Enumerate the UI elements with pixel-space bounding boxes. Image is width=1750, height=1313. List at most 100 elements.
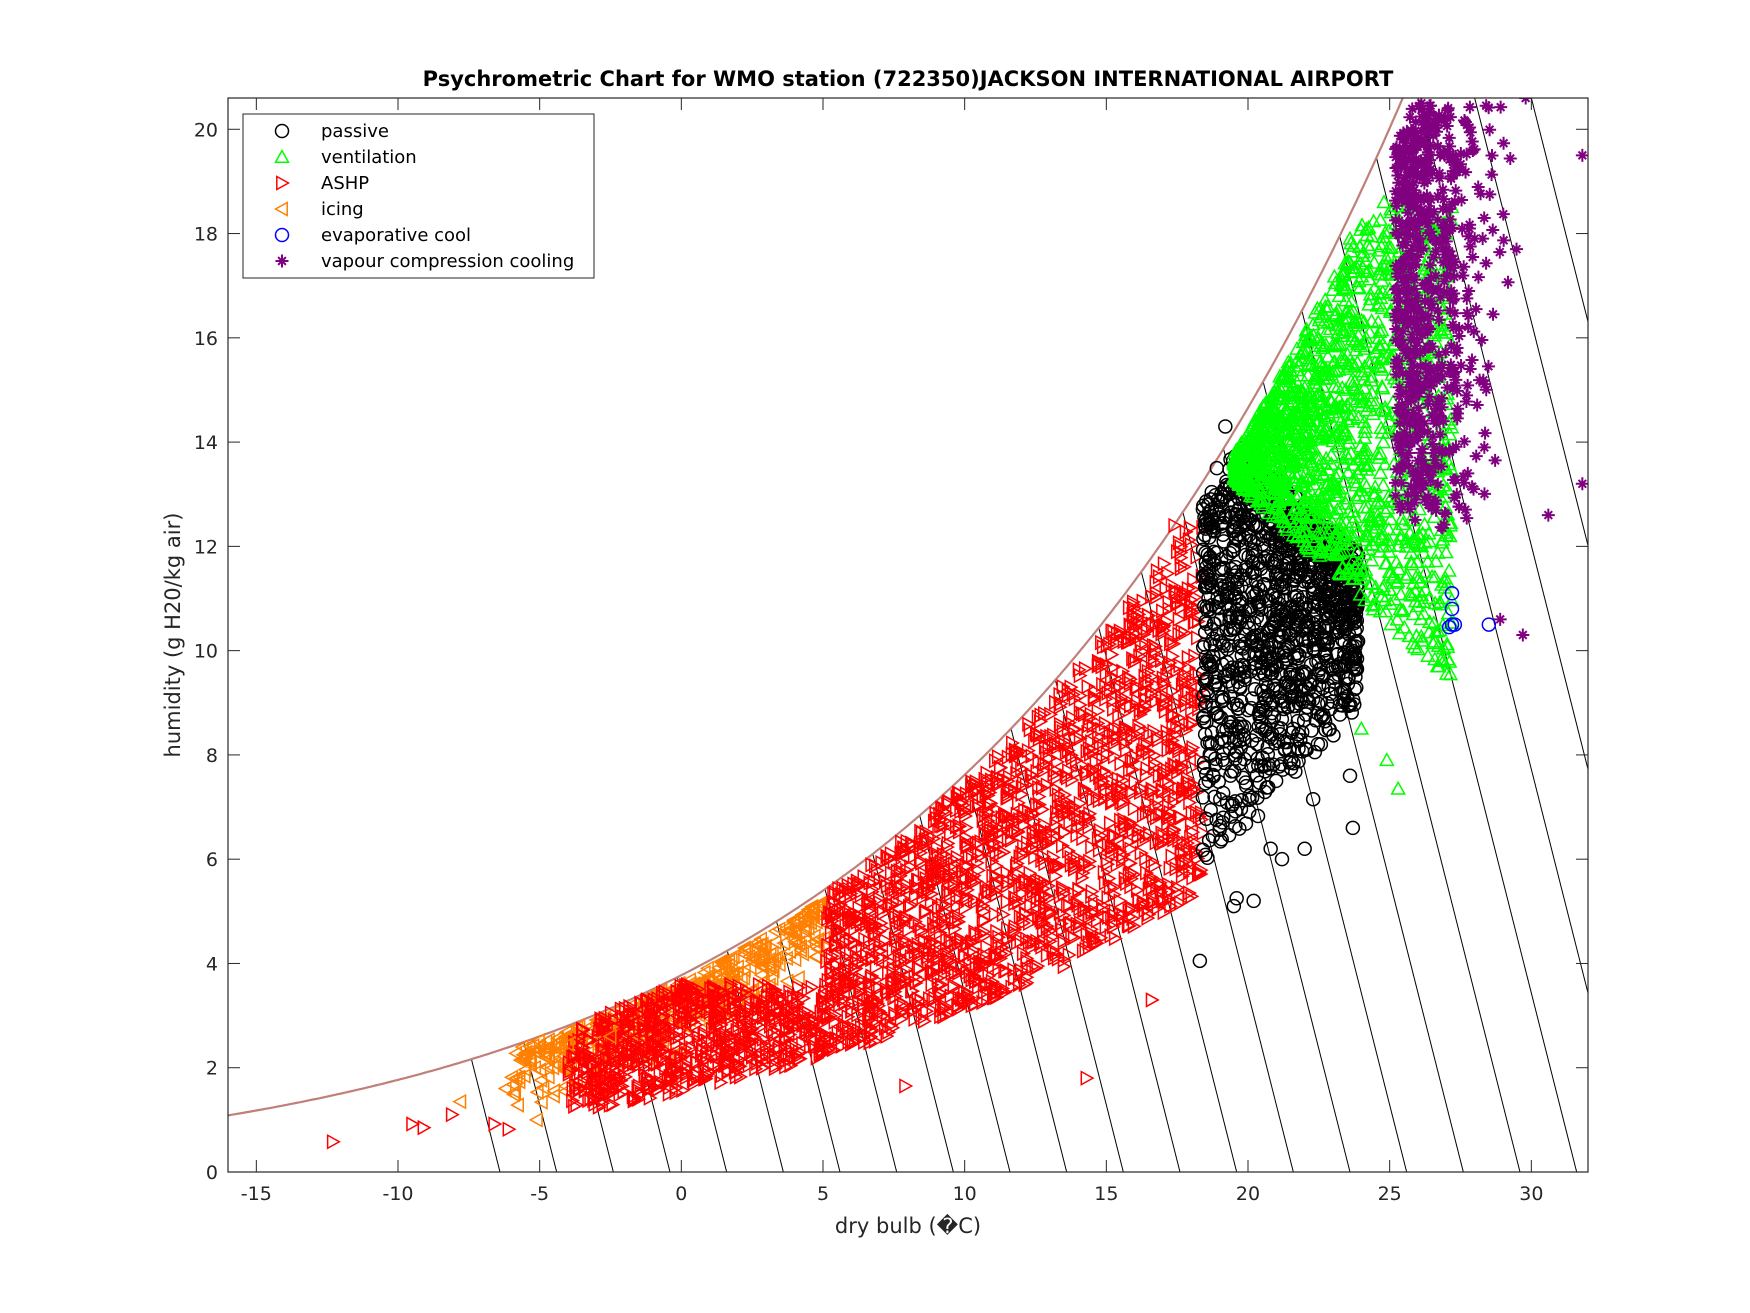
ashp-point xyxy=(959,834,974,851)
ashp-point xyxy=(884,846,899,862)
ashp-point xyxy=(1050,829,1065,846)
ashp-point xyxy=(1078,857,1093,873)
ashp-point xyxy=(942,952,957,968)
enthalpy-line xyxy=(1474,97,1588,1172)
ashp-point xyxy=(1159,692,1174,708)
ashp-point xyxy=(730,1022,745,1039)
ashp-point xyxy=(1087,742,1102,759)
ashp-point xyxy=(1028,849,1043,866)
ashp-point xyxy=(911,990,926,1007)
ashp-point xyxy=(979,952,994,969)
ashp-point xyxy=(824,961,839,977)
ashp-point xyxy=(1187,715,1202,732)
ashp-point xyxy=(1117,812,1132,828)
ashp-point xyxy=(1176,862,1191,879)
ashp-point xyxy=(972,845,987,861)
ashp-point xyxy=(945,965,960,982)
enthalpy-line xyxy=(1587,97,1588,1172)
ashp-point xyxy=(1025,748,1040,764)
ashp-point xyxy=(882,953,897,970)
ashp-point xyxy=(823,950,838,967)
ashp-point xyxy=(654,1074,669,1091)
ashp-point xyxy=(1167,698,1182,715)
ashp-point xyxy=(931,848,946,865)
ashp-point xyxy=(1183,794,1198,811)
ashp-point xyxy=(927,964,942,981)
ashp-point xyxy=(986,868,1001,884)
ashp-point xyxy=(1072,882,1087,898)
ashp-point xyxy=(679,1056,694,1072)
ashp-point xyxy=(646,1014,661,1031)
icing-point xyxy=(539,1059,554,1076)
ashp-point xyxy=(756,1031,771,1047)
ashp-point xyxy=(1022,716,1037,733)
ashp-point xyxy=(873,949,888,966)
ashp-point xyxy=(967,867,982,884)
ashp-point xyxy=(726,1000,741,1016)
ashp-point xyxy=(1184,603,1199,619)
ashp-point xyxy=(1107,701,1122,717)
ashp-point xyxy=(1166,683,1181,699)
ashp-point xyxy=(1191,866,1206,882)
ashp-point xyxy=(1078,660,1093,677)
ashp-point xyxy=(944,826,959,842)
ashp-point xyxy=(656,1041,671,1058)
ashp-point xyxy=(1191,613,1206,630)
ashp-point xyxy=(908,913,923,930)
ashp-point xyxy=(989,950,1004,966)
icing-point xyxy=(507,1084,522,1100)
ashp-point xyxy=(739,1036,754,1053)
ashp-point xyxy=(852,900,867,916)
ashp-point xyxy=(1120,875,1135,892)
ashp-point xyxy=(1184,816,1199,833)
ashp-point xyxy=(1175,856,1190,873)
ashp-point xyxy=(622,1018,637,1034)
ashp-point xyxy=(880,984,895,1001)
ashp-point xyxy=(1167,737,1182,754)
icing-point xyxy=(533,1094,548,1110)
ashp-point xyxy=(724,1016,739,1033)
ashp-point xyxy=(1093,822,1108,839)
icing-point xyxy=(744,953,759,969)
ashp-point xyxy=(677,1005,692,1022)
ashp-point xyxy=(1057,958,1072,975)
ashp-point xyxy=(761,978,776,994)
ashp-point xyxy=(1182,775,1197,791)
ashp-point xyxy=(710,1038,725,1055)
ashp-point xyxy=(766,998,781,1015)
ashp-point xyxy=(1039,756,1054,772)
ashp-point xyxy=(1184,829,1199,846)
ashp-point xyxy=(1167,794,1182,810)
ashp-point xyxy=(1129,680,1144,697)
ashp-point xyxy=(981,884,996,901)
ashp-point xyxy=(993,846,1008,862)
ashp-point xyxy=(1130,727,1145,744)
ashp-point xyxy=(929,909,944,925)
ashp-point xyxy=(691,981,706,997)
ashp-point xyxy=(882,1024,897,1040)
ashp-point xyxy=(777,994,792,1010)
icing-point xyxy=(736,940,751,956)
ashp-point xyxy=(896,996,911,1013)
ashp-point xyxy=(1158,765,1173,781)
ashp-point xyxy=(1148,755,1163,771)
ashp-point xyxy=(1178,781,1193,798)
ashp-point xyxy=(873,980,888,996)
ashp-point xyxy=(865,857,880,873)
ashp-point xyxy=(947,856,962,873)
ashp-point xyxy=(981,779,996,795)
ashp-point xyxy=(950,849,965,866)
ashp-point xyxy=(941,835,956,852)
ashp-point xyxy=(958,948,973,965)
ashp-point xyxy=(874,902,889,918)
ashp-point xyxy=(933,984,948,1001)
ashp-point xyxy=(977,984,992,1001)
enthalpy-line xyxy=(1530,97,1588,1172)
ashp-point xyxy=(1123,855,1138,871)
ashp-point xyxy=(959,819,974,836)
ashp-point xyxy=(792,1025,807,1042)
ashp-point xyxy=(1093,769,1108,786)
ashp-point xyxy=(745,1049,760,1066)
ashp-point xyxy=(622,1055,637,1071)
ashp-point xyxy=(739,1026,754,1043)
